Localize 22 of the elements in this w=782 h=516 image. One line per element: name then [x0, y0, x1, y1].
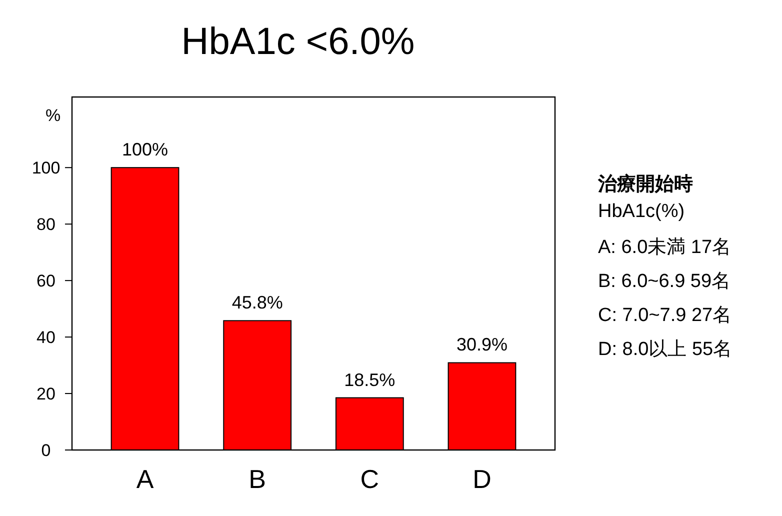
data-label: 45.8% [232, 292, 283, 313]
x-tick-label: A [136, 464, 154, 494]
text: A: 6.0未満 17名 [598, 237, 732, 258]
text: 治療開始時 [597, 173, 693, 195]
x-tick-label: C [360, 464, 380, 494]
y-tick-label: 100 [32, 158, 60, 178]
y-tick-label: 60 [36, 272, 56, 291]
y-tick-label: 40 [36, 328, 56, 348]
y-tick-label: 20 [36, 384, 56, 404]
y-axis-title: % [45, 106, 61, 125]
data-label: 30.9% [456, 334, 508, 355]
text: HbA1c(%) [598, 201, 685, 222]
text: B: 6.0~6.9 59名 [598, 271, 731, 292]
data-label: 100% [122, 140, 168, 160]
data-label: 18.5% [344, 370, 396, 390]
y-tick-label: 80 [36, 215, 56, 234]
y-tick-label: 0 [41, 441, 51, 460]
x-tick-label: B [248, 464, 266, 494]
text: C: 7.0~7.9 27名 [598, 305, 732, 326]
text: D: 8.0以上 55名 [598, 339, 732, 360]
x-tick-label: D [472, 464, 492, 494]
chart-title: HbA1c <6.0% [181, 21, 415, 63]
